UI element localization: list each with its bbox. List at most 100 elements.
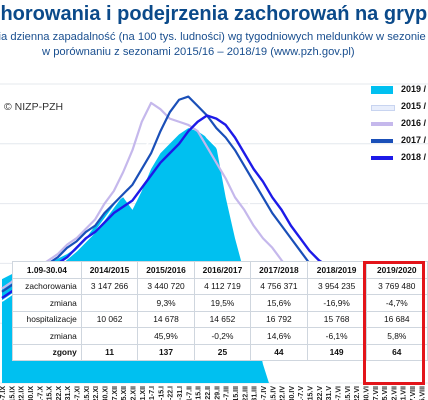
x-tick-label: 16-22.XI [93,386,100,400]
legend-swatch-2017-2018 [371,139,393,143]
x-tick-label: 8-15.XI [84,386,91,400]
table-cell: -4,7% [365,294,428,312]
x-tick-label: 8-15.IV [270,386,277,400]
table-row: zachorowania 3 147 266 3 440 720 4 112 7… [12,277,428,295]
x-tick-label: 23-31.X [65,386,72,400]
table-cell: 25 [193,343,252,361]
x-tick-label: 1-7.V [298,386,305,400]
table-cell: 5,8% [365,327,428,345]
legend-label: 2018 / 2019 [401,152,428,162]
x-tick-label: 16-22.I [168,386,175,400]
subtitle-line-2: w porównaniu z sezonami 2015/16 – 2018/1… [0,45,428,59]
x-tick-label: 16-22.IV [280,386,287,400]
legend-label: 2019 / 2020 [401,84,428,94]
row-label: zachorowania [12,277,82,295]
row-label: zmiana [12,327,82,345]
x-tick-label: 8-15.VIII [419,386,426,400]
chart-legend: 2019 / 2020 2015 / 2016 2016 / 2017 2017… [371,84,428,174]
x-tick-label: 16-22.XII [130,386,137,400]
table-cell: 15,6% [250,294,308,312]
table-cell: 9,3% [137,294,195,312]
x-tick-label: 1-7.III [224,386,231,400]
table-cell: 14 652 [193,310,252,328]
x-tick-label: 1-7.VI [335,386,342,400]
table-cell: 16 792 [250,310,308,328]
table-header-row: 1.09-30.04 2014/2015 2015/2016 2016/2017… [12,261,428,279]
table-cell: 4 756 371 [250,277,308,295]
x-tick-label: 8-15.III [233,386,240,400]
x-tick-label: 16-22.III [242,386,249,400]
table-row: zmiana 45,9% -0,2% 14,6% -6,1% 5,8% [12,327,428,345]
x-tick-label: 16-22.VI [354,386,361,400]
table-cell: 3 954 235 [306,277,367,295]
x-tick-label: 16-22.IX [19,386,26,400]
table-cell [80,294,139,312]
x-tick-label: 8-15.II [196,386,203,400]
table-cell: 45,9% [137,327,195,345]
x-tick-label: 23-30.IV [289,386,296,400]
table-cell: 3 440 720 [137,277,195,295]
x-tick-label: 1-7.IX [0,386,7,400]
table-cell: 14,6% [250,327,308,345]
legend-swatch-2015-2016 [371,105,395,111]
x-tick-label: 23-30.IX [28,386,35,400]
x-tick-label: 8-15.X [47,386,54,400]
x-tick-label: 23-31.III [252,386,259,400]
table-cell: 4 112 719 [193,277,252,295]
x-tick-label: 1-7.II [186,386,193,400]
table-header-cell: 2019/2020 [365,261,428,279]
x-tick-label: 23-30.VI [363,386,370,400]
row-label: zgony [12,343,82,361]
table-row: hospitalizacje 10 062 14 678 14 652 16 7… [12,310,428,328]
x-tick-label: 8-15.VII [382,386,389,400]
x-tick-label: 8-15.V [308,386,315,400]
row-label: hospitalizacje [12,310,82,328]
table-cell: -6,1% [306,327,367,345]
x-tick-label: 16-22.II [205,386,212,400]
x-tick-label: 23-29.II [214,386,221,400]
x-tick-label: 16-22.X [56,386,63,400]
legend-swatch-2016-2017 [371,122,393,126]
legend-item-2015-2016: 2015 / 2016 [371,101,428,115]
x-tick-label: 23-31.XII [140,386,147,400]
table-cell: 64 [365,343,428,361]
copyright-credit: © NIZP-PZH [4,101,64,113]
table-header-cell: 2014/2015 [80,261,139,279]
x-tick-label: 23-31.V [326,386,333,400]
x-tick-label: 23-31.VII [401,386,408,400]
x-tick-label: 8-15.XII [121,386,128,400]
table-header-cell: 2018/2019 [306,261,367,279]
legend-item-2018-2019: 2018 / 2019 [371,152,428,166]
x-tick-label: 1-7.VIII [410,386,417,400]
row-label: zmiana [12,294,82,312]
table-cell: 14 678 [137,310,195,328]
x-tick-label: 1-7.I [149,386,156,400]
table-header-cell: 2017/2018 [250,261,308,279]
x-tick-label: 1-7.VII [373,386,380,400]
table-cell: 11 [80,343,139,361]
table-row: zgony 11 137 25 44 149 64 [12,343,428,361]
x-tick-label: 16-22.VII [391,386,398,400]
statistics-table: 1.09-30.04 2014/2015 2015/2016 2016/2017… [12,261,428,361]
x-tick-label: 23-31.I [177,386,184,400]
subtitle-line-1: Szacunkowa średnia dzienna zapadalność (… [0,30,428,44]
table-header-cell: 1.09-30.04 [12,261,82,279]
table-cell: 19,5% [193,294,252,312]
x-tick-label: 1-7.X [37,386,44,400]
x-axis-labels: 1-7.IX 8-15.IX 16-22.IX 23-30.IX 1-7.X 8-15.X… [0,386,426,400]
legend-item-2017-2018: 2017 / 2018 [371,135,428,149]
legend-swatch-2019-2020 [371,86,393,94]
x-tick-label: 23-30.XI [103,386,110,400]
table-header-cell: 2016/2017 [193,261,252,279]
table-cell: -16,9% [306,294,367,312]
table-cell: 15 768 [306,310,367,328]
table-cell: 44 [250,343,308,361]
table-cell [80,327,139,345]
table-cell: -0,2% [193,327,252,345]
x-tick-label: 1-7.XI [75,386,82,400]
table-cell: 10 062 [80,310,139,328]
x-tick-label: 1-7.XII [112,386,119,400]
legend-item-2019-2020: 2019 / 2020 [371,84,428,98]
table-cell: 3 147 266 [80,277,139,295]
title-text: Zachorowania i podejrzenia zachorowań na… [0,3,428,25]
